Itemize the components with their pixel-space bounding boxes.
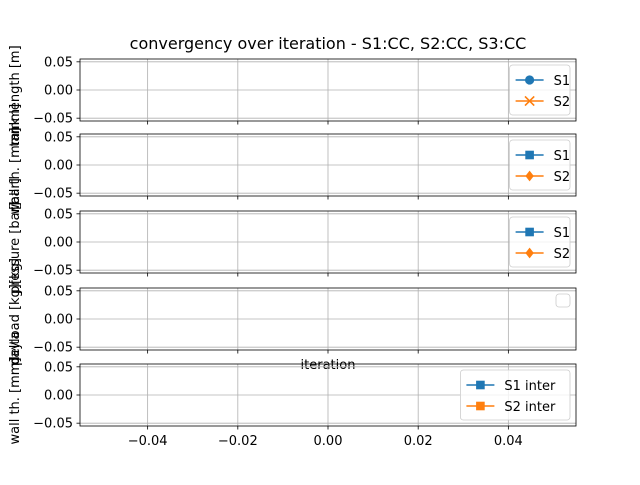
panel-2-y-tick-label-2: −0.05 bbox=[33, 187, 73, 202]
panel-2-y-axis-label-overlap: [bar] bbox=[8, 178, 23, 210]
panel-2-y-tick-label-1: 0.00 bbox=[44, 159, 73, 174]
panel-2-y-tick-label-0: 0.05 bbox=[44, 130, 73, 145]
panel-1-legend bbox=[509, 64, 571, 116]
panel-2: 0.05 0.00 −0.05 wall th. [mm][bar] S1 S2 bbox=[8, 127, 577, 215]
panel-5-y-tick-label-0: 0.05 bbox=[44, 360, 73, 375]
panel-3-legend-label-0: S1 bbox=[554, 226, 571, 241]
panel-4-y-tick-label-0: 0.05 bbox=[44, 284, 73, 299]
panel-3-y-axis-label-overlap: [kg] bbox=[8, 258, 23, 284]
panel-1-legend-marker-0 bbox=[525, 75, 535, 85]
panel-1-legend-label-1: S2 bbox=[554, 95, 571, 110]
panel-2-y-axis-label: wall th. [mm] bbox=[8, 127, 23, 214]
panel-4-y-tick-label-2: −0.05 bbox=[33, 341, 73, 356]
panel-3-legend-marker-1 bbox=[525, 247, 534, 259]
panel-5-y-axis-label: wall th. [mm] bbox=[8, 357, 23, 444]
panel-5-legend-label-1: S2 inter bbox=[504, 400, 556, 415]
panel-5: 0.05 0.00 −0.05 −0.04 −0.02 0.00 0.02 0.04 wall … bbox=[8, 357, 577, 449]
panel-3-legend-label-1: S2 bbox=[554, 247, 571, 262]
panel-4-y-tick-label-1: 0.00 bbox=[44, 313, 73, 328]
panel-4-y-axis-label-overlap: delta bbox=[8, 332, 23, 365]
panel-1-y-tick-label-2: −0.05 bbox=[33, 112, 73, 127]
panel-3-y-tick-label-1: 0.00 bbox=[44, 236, 73, 251]
panel-4-y-axis-label: payload [kg] bbox=[8, 284, 23, 366]
panel-4: 0.05 0.00 −0.05 payload [kg]delta bbox=[8, 284, 577, 366]
panel-1-legend-label-0: S1 bbox=[554, 74, 571, 89]
x-tick-label-4: 0.04 bbox=[494, 434, 523, 449]
panel-3: 0.05 0.00 −0.05 pressure [bar][kg] S1 S2 bbox=[8, 202, 577, 294]
x-tick-label-1: −0.02 bbox=[218, 434, 258, 449]
panel-1-y-axis-label-overlap: mm] bbox=[8, 104, 23, 134]
panel-3-y-tick-label-2: −0.05 bbox=[33, 264, 73, 279]
panel-1-legend-marker-1 bbox=[524, 95, 535, 107]
chart-title: convergency over iteration - S1:CC, S2:C… bbox=[130, 34, 527, 53]
panel-2-legend bbox=[509, 139, 571, 191]
panel-1-y-tick-label-1: 0.00 bbox=[44, 84, 73, 99]
panel-3-legend bbox=[509, 216, 571, 268]
panel-1-y-tick-label-0: 0.05 bbox=[44, 55, 73, 70]
panel-2-legend-label-0: S1 bbox=[554, 149, 571, 164]
panel-5-y-tick-label-1: 0.00 bbox=[44, 389, 73, 404]
panel-1-y-axis-label: tank length [m] bbox=[8, 45, 23, 146]
panel-3-y-axis-label: pressure [bar] bbox=[8, 202, 23, 294]
panel-5-legend-marker-0 bbox=[476, 380, 485, 390]
x-tick-label-0: −0.04 bbox=[128, 434, 168, 449]
x-tick-label-3: 0.02 bbox=[404, 434, 433, 449]
panel-5-legend-marker-1 bbox=[476, 401, 485, 411]
panel-2-legend-marker-1 bbox=[525, 170, 534, 182]
panel-4-legend bbox=[555, 293, 571, 308]
panel-3-legend-marker-0 bbox=[525, 227, 534, 237]
panel-2-legend-label-1: S2 bbox=[554, 170, 571, 185]
panel-5-y-tick-label-2: −0.05 bbox=[33, 417, 73, 432]
x-tick-label-2: 0.00 bbox=[314, 434, 343, 449]
panel-3-y-tick-label-0: 0.05 bbox=[44, 207, 73, 222]
panel-5-legend-label-0: S1 inter bbox=[504, 379, 556, 394]
panel-1: 0.05 0.00 −0.05 tank length [m]mm] S1 S2 bbox=[8, 45, 577, 147]
panel-2-legend-marker-0 bbox=[525, 150, 534, 160]
panel-5-legend bbox=[459, 369, 571, 421]
